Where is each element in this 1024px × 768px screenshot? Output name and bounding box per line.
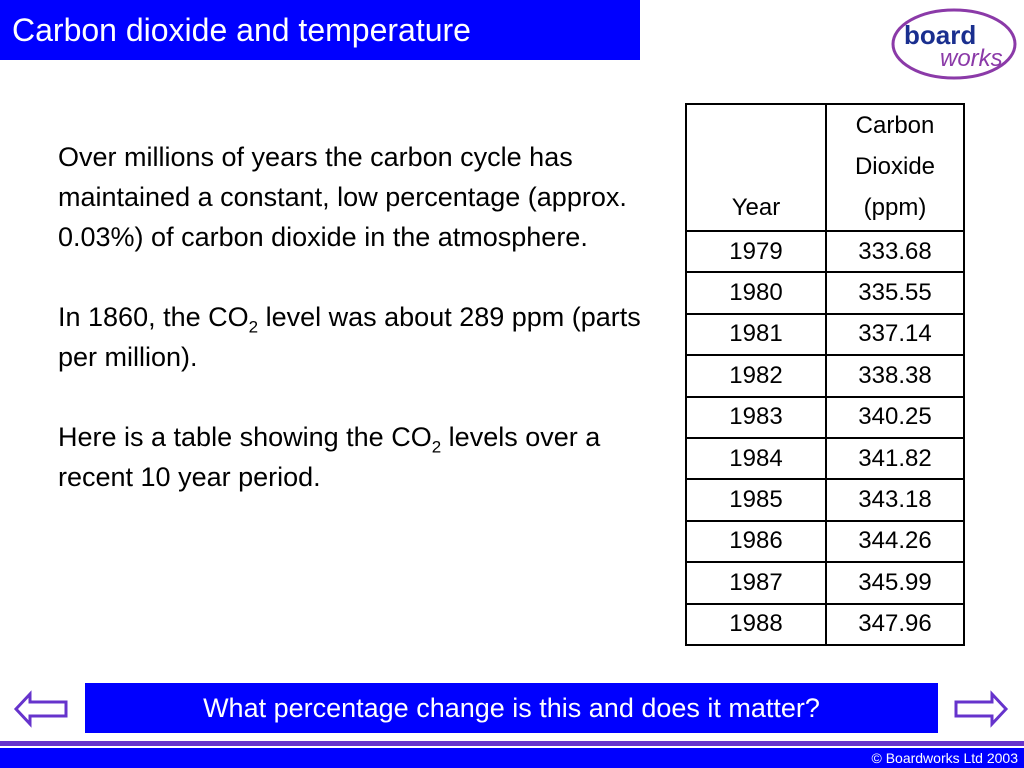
text-run: In 1860, the CO [58, 302, 249, 332]
table-body: 1979 333.68 1980 335.55 1981 337.14 1982 338.38… [685, 229, 965, 646]
text-run: levels over a recent 10 year period. [58, 422, 601, 492]
table-row: 1980 335.55 [685, 271, 965, 315]
subscript: 2 [248, 317, 259, 337]
table-cell: 1985 [685, 478, 827, 522]
table-cell: 1981 [685, 312, 827, 357]
table-cell: 1984 [685, 436, 827, 481]
logo: board works [891, 8, 1017, 80]
table-cell: 338.38 [825, 354, 965, 398]
next-arrow[interactable] [954, 690, 1009, 728]
table-row: 1986 344.26 [685, 519, 965, 564]
footer: © Boardworks Ltd 2003 [0, 748, 1024, 768]
table-row: 1984 341.82 [685, 436, 965, 481]
question-banner: What percentage change is this and does … [85, 683, 938, 733]
table-row: 1982 338.38 [685, 354, 965, 398]
table-cell: 1983 [685, 395, 827, 439]
body-text: Over millions of years the carbon cycle … [58, 137, 658, 537]
column-header: Carbon Dioxide (ppm) [825, 103, 965, 232]
text-run: level was about 289 ppm (parts per milli… [58, 302, 641, 372]
table-row: 1988 347.96 [685, 602, 965, 646]
table-row: 1985 343.18 [685, 478, 965, 522]
table-cell: 333.68 [825, 229, 965, 274]
table-cell: 341.82 [825, 436, 965, 481]
table-cell: 1979 [685, 229, 827, 274]
logo-word: board [904, 20, 976, 50]
prev-arrow[interactable] [13, 690, 68, 728]
nav-arrows [13, 690, 1009, 728]
table-cell: 1986 [685, 519, 827, 564]
paragraph: Here is a table showing the CO2 levels o… [58, 417, 658, 497]
header-row: Year Carbon Dioxide (ppm) [685, 103, 965, 232]
text-run: Over millions of years the carbon cycle … [58, 142, 627, 252]
paragraph: Over millions of years the carbon cycle … [58, 137, 658, 257]
table-cell: 347.96 [825, 602, 965, 646]
paragraph: In 1860, the CO2 level was about 289 ppm… [58, 297, 658, 377]
table-cell: 1987 [685, 561, 827, 605]
data-table: Year Carbon Dioxide (ppm) 1979 333.68 1980 3… [685, 103, 965, 646]
subscript: 2 [431, 437, 442, 457]
table-cell: 335.55 [825, 271, 965, 315]
table-cell: 344.26 [825, 519, 965, 564]
column-header: Year [685, 103, 827, 232]
table-cell: 1982 [685, 354, 827, 398]
table-row: 1987 345.99 [685, 561, 965, 605]
table-cell: 343.18 [825, 478, 965, 522]
table-cell: 337.14 [825, 312, 965, 357]
table-cell: 1988 [685, 602, 827, 646]
footer-line [0, 741, 1024, 746]
logo-ellipse [891, 8, 1017, 80]
table-cell: 345.99 [825, 561, 965, 605]
table-cell: 1980 [685, 271, 827, 315]
logo-word: works [940, 45, 1003, 72]
table-row: 1983 340.25 [685, 395, 965, 439]
table-cell: 340.25 [825, 395, 965, 439]
text-run: Here is a table showing the CO [58, 422, 432, 452]
table-row: 1981 337.14 [685, 312, 965, 357]
table-row: 1979 333.68 [685, 229, 965, 274]
slide-title: Carbon dioxide and temperature [0, 0, 640, 60]
